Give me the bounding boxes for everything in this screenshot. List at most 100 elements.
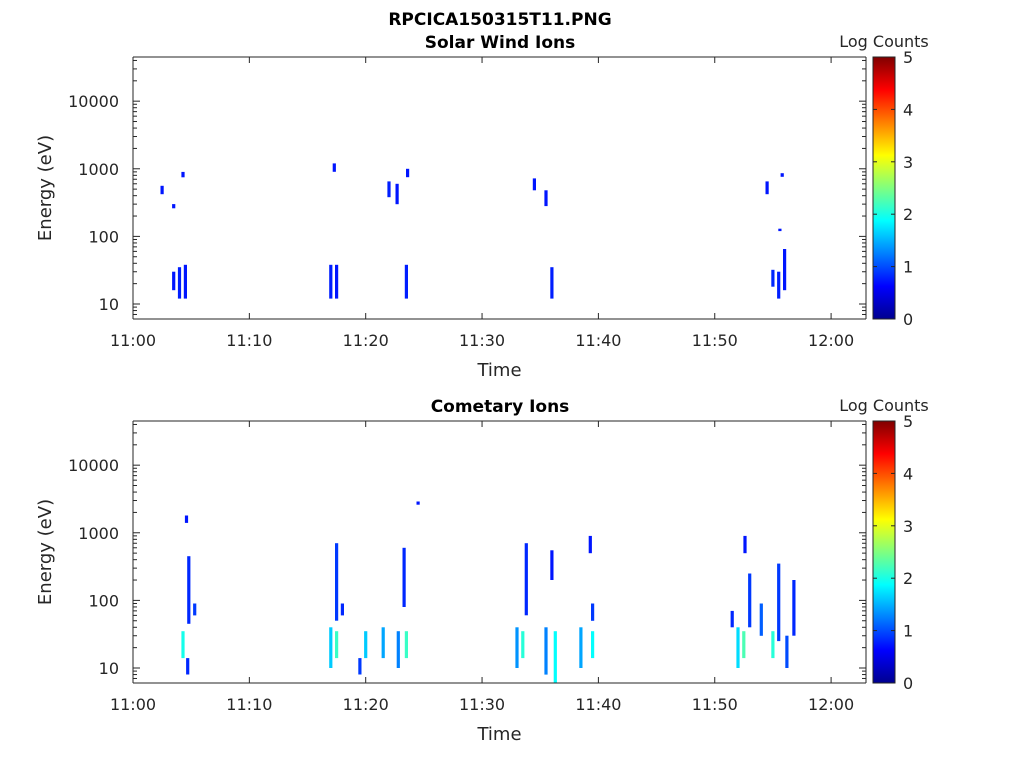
spectrogram-cell [340, 603, 344, 616]
x-axis-label: Time [476, 724, 521, 745]
spectrogram-cell [777, 271, 781, 299]
spectrogram-cell [395, 183, 399, 205]
spectrogram-cell [792, 580, 796, 636]
spectrogram-cell [404, 631, 408, 659]
spectrogram-cell [579, 627, 583, 668]
spectrogram-cell [783, 249, 787, 291]
y-axis-label: Energy (eV) [35, 499, 56, 605]
spectrogram-cell [591, 603, 595, 621]
plot-area [133, 57, 866, 319]
x-tick-label: 12:00 [808, 695, 854, 714]
spectrogram-cell [544, 190, 548, 207]
colorbar-gradient [872, 56, 896, 320]
spectrogram-cell [544, 627, 548, 675]
spectrogram-cell [532, 178, 536, 191]
spectrogram-cell [329, 264, 333, 299]
spectrogram-cell [381, 627, 385, 659]
y-tick-label: 1000 [78, 524, 119, 543]
x-tick-label: 11:50 [692, 331, 738, 350]
spectrogram-cell [748, 573, 752, 628]
y-tick-label: 1000 [78, 160, 119, 179]
spectrogram-cell [364, 631, 368, 659]
x-tick-label: 11:20 [343, 331, 389, 350]
colorbar-tick-label: 2 [903, 205, 913, 224]
spectrogram-cell [730, 610, 734, 628]
spectrogram-cell [406, 168, 410, 178]
x-tick-label: 11:40 [575, 331, 621, 350]
colorbar-tick-label: 3 [903, 517, 913, 536]
figure-title: RPCICA150315T11.PNG [388, 10, 611, 30]
spectrogram-cell [521, 631, 525, 659]
spectrogram-cell [588, 535, 592, 554]
spectrogram-cell [193, 603, 197, 616]
spectrogram-cell [736, 627, 740, 668]
spectrogram-cell [184, 515, 189, 523]
spectrogram-cell [402, 547, 406, 607]
x-axis-label: Time [476, 360, 521, 381]
spectrogram-cell [550, 550, 554, 580]
spectrogram-cell [785, 635, 789, 668]
cometary-panel: 11:00 11:10 11:20 11:30 11:40 11:50 12:0010100… [35, 396, 929, 745]
spectrogram-cell [335, 543, 339, 621]
plot-area [133, 421, 866, 683]
spectrogram-cell [742, 631, 746, 659]
colorbar-tick-label: 3 [903, 153, 913, 172]
spectrogram-cell [550, 267, 554, 299]
y-tick-label: 10 [99, 659, 119, 678]
colorbar-label: Log Counts [839, 32, 929, 51]
spectrogram-cells [160, 163, 787, 299]
spectrogram-cell [743, 535, 747, 554]
spectrogram-cell [396, 631, 400, 668]
spectrogram-cell [329, 627, 333, 668]
spectrogram-cell [524, 543, 528, 616]
x-tick-label: 11:30 [459, 695, 505, 714]
spectrogram-cell [335, 631, 339, 659]
spectrogram-cell [778, 228, 782, 232]
x-tick-label: 12:00 [808, 331, 854, 350]
spectrogram-cells [181, 501, 796, 683]
x-tick-label: 11:30 [459, 331, 505, 350]
panel-title: Solar Wind Ions [425, 33, 576, 53]
colorbar-label: Log Counts [839, 396, 929, 415]
colorbar-tick-label: 1 [903, 258, 913, 277]
spectrogram-cell [186, 658, 190, 675]
spectrogram-cell [183, 264, 187, 299]
x-tick-label: 11:50 [692, 695, 738, 714]
colorbar-tick-label: 4 [903, 100, 913, 119]
solar-wind-panel: 11:00 11:10 11:20 11:30 11:40 11:50 12:0010100… [35, 32, 929, 381]
spectrogram-cell [387, 181, 391, 198]
spectrogram-cell [181, 171, 185, 178]
colorbar-tick-label: 5 [903, 412, 913, 431]
y-tick-label: 10 [99, 295, 119, 314]
spectrogram-cell [404, 264, 408, 299]
spectrogram-cell [553, 631, 557, 683]
spectrogram-cell [591, 631, 595, 659]
spectrogram-cell [416, 501, 420, 505]
spectrogram-cell [335, 264, 339, 299]
spectrogram-cell [358, 658, 362, 675]
colorbar-gradient [872, 420, 896, 684]
spectrogram-cell [177, 267, 182, 299]
y-tick-label: 100 [88, 591, 119, 610]
colorbar-tick-label: 1 [903, 622, 913, 641]
x-tick-label: 11:00 [110, 331, 156, 350]
colorbar-tick-label: 4 [903, 464, 913, 483]
spectrogram-cell [759, 603, 763, 636]
y-tick-label: 10000 [68, 456, 119, 475]
x-tick-label: 11:10 [226, 331, 272, 350]
colorbar-tick-label: 5 [903, 48, 913, 67]
colorbar-tick-label: 0 [903, 310, 913, 329]
y-tick-label: 100 [88, 227, 119, 246]
spectrogram-cell [181, 631, 185, 659]
colorbar-tick-label: 2 [903, 569, 913, 588]
spectrogram-cell [777, 563, 781, 642]
x-tick-label: 11:10 [226, 695, 272, 714]
panel-title: Cometary Ions [431, 397, 570, 417]
x-tick-label: 11:00 [110, 695, 156, 714]
spectrogram-cell [172, 271, 176, 291]
spectrogram-cell [172, 204, 176, 209]
x-tick-label: 11:20 [343, 695, 389, 714]
